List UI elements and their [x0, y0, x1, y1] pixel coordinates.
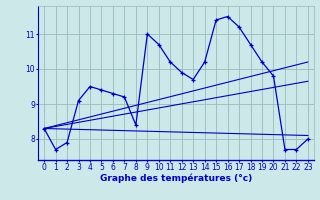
X-axis label: Graphe des températures (°c): Graphe des températures (°c)	[100, 174, 252, 183]
